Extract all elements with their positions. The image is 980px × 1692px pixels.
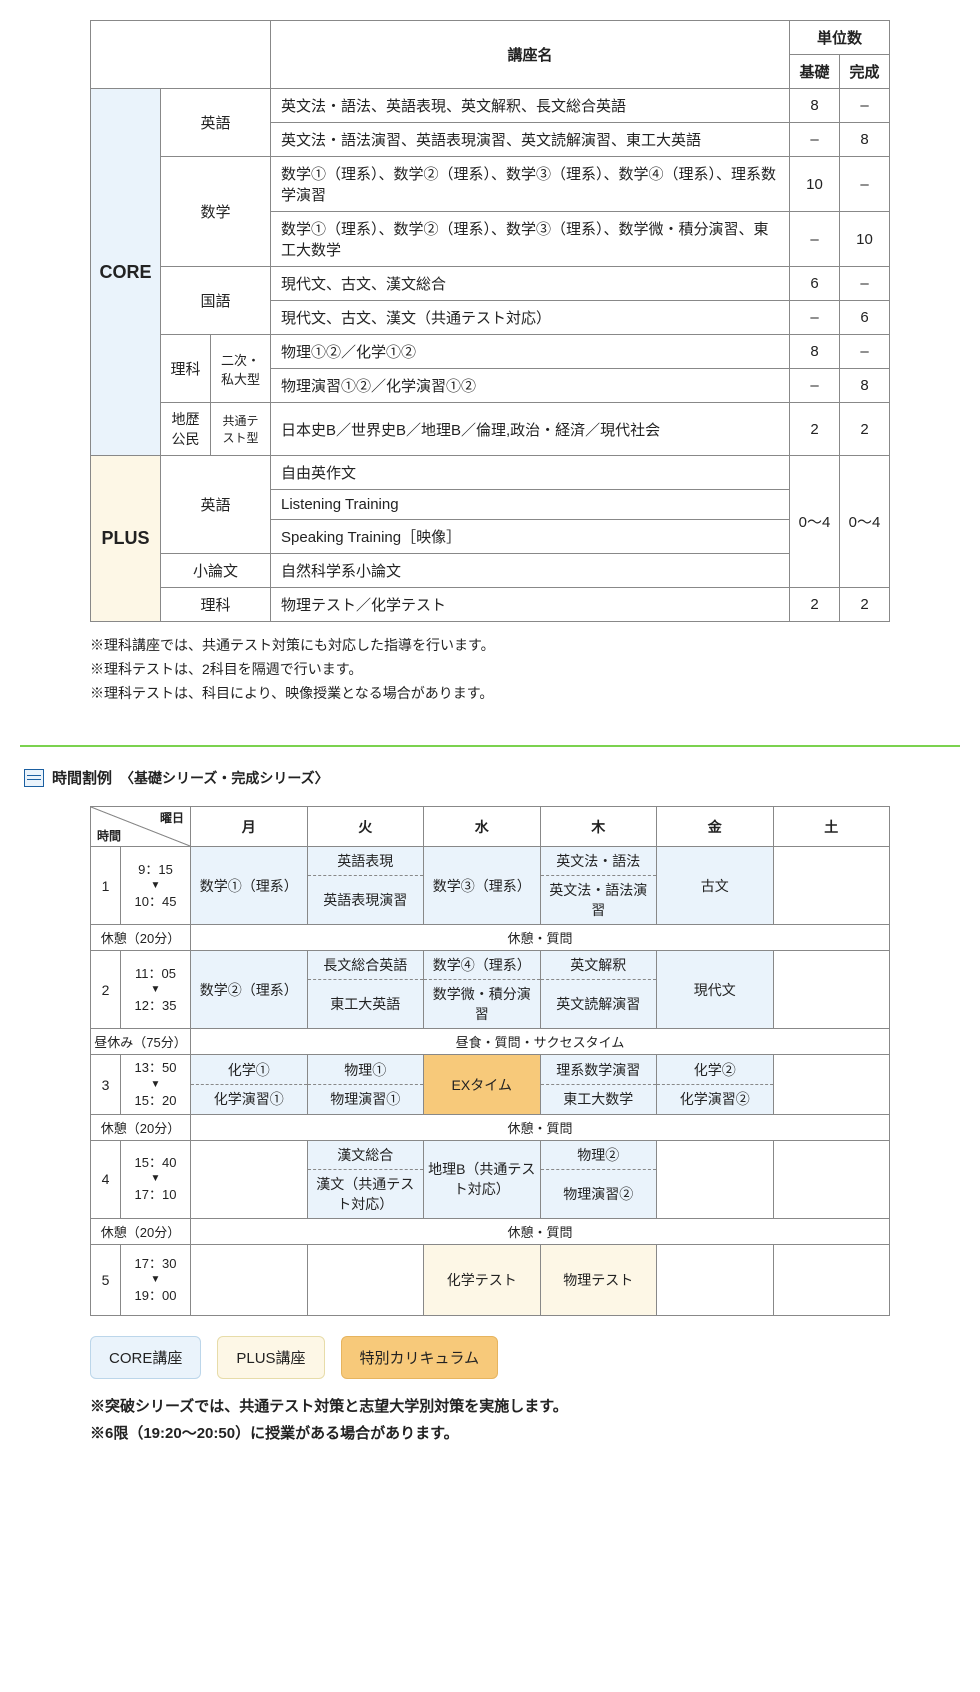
hdr-name: 講座名: [271, 21, 790, 89]
corner-cell: 曜日時間: [91, 807, 191, 847]
legend: CORE講座 PLUS講座 特別カリキュラム: [90, 1336, 890, 1379]
hdr-kansei: 完成: [840, 55, 890, 89]
schedule-heading: 時間割例 〈基礎シリーズ・完成シリーズ〉: [24, 767, 960, 788]
schedule-notes: ※突破シリーズでは、共通テスト対策と志望大学別対策を実施します。 ※6限（19:…: [90, 1393, 890, 1447]
course-notes: ※理科講座では、共通テスト対策にも対応した指導を行います。 ※理科テストは、2科…: [90, 634, 890, 705]
hdr-credits: 単位数: [790, 21, 890, 55]
legend-special: 特別カリキュラム: [341, 1336, 499, 1379]
schedule-table: 曜日時間 月火水木金土 1 9：15▼10：45 数学①（理系） 英語表現 数学…: [90, 806, 890, 1316]
plus-label: PLUS: [91, 456, 161, 622]
legend-plus: PLUS講座: [217, 1336, 324, 1379]
section-divider: [20, 745, 960, 747]
legend-core: CORE講座: [90, 1336, 201, 1379]
course-name: 英文法・語法、英語表現、英文解釈、長文総合英語: [271, 89, 790, 123]
hdr-kiso: 基礎: [790, 55, 840, 89]
course-table: 講座名 単位数 基礎 完成 CORE 英語 英文法・語法、英語表現、英文解釈、長…: [90, 20, 890, 622]
core-label: CORE: [91, 89, 161, 456]
subj: 英語: [161, 89, 271, 157]
table-icon: [24, 769, 44, 787]
